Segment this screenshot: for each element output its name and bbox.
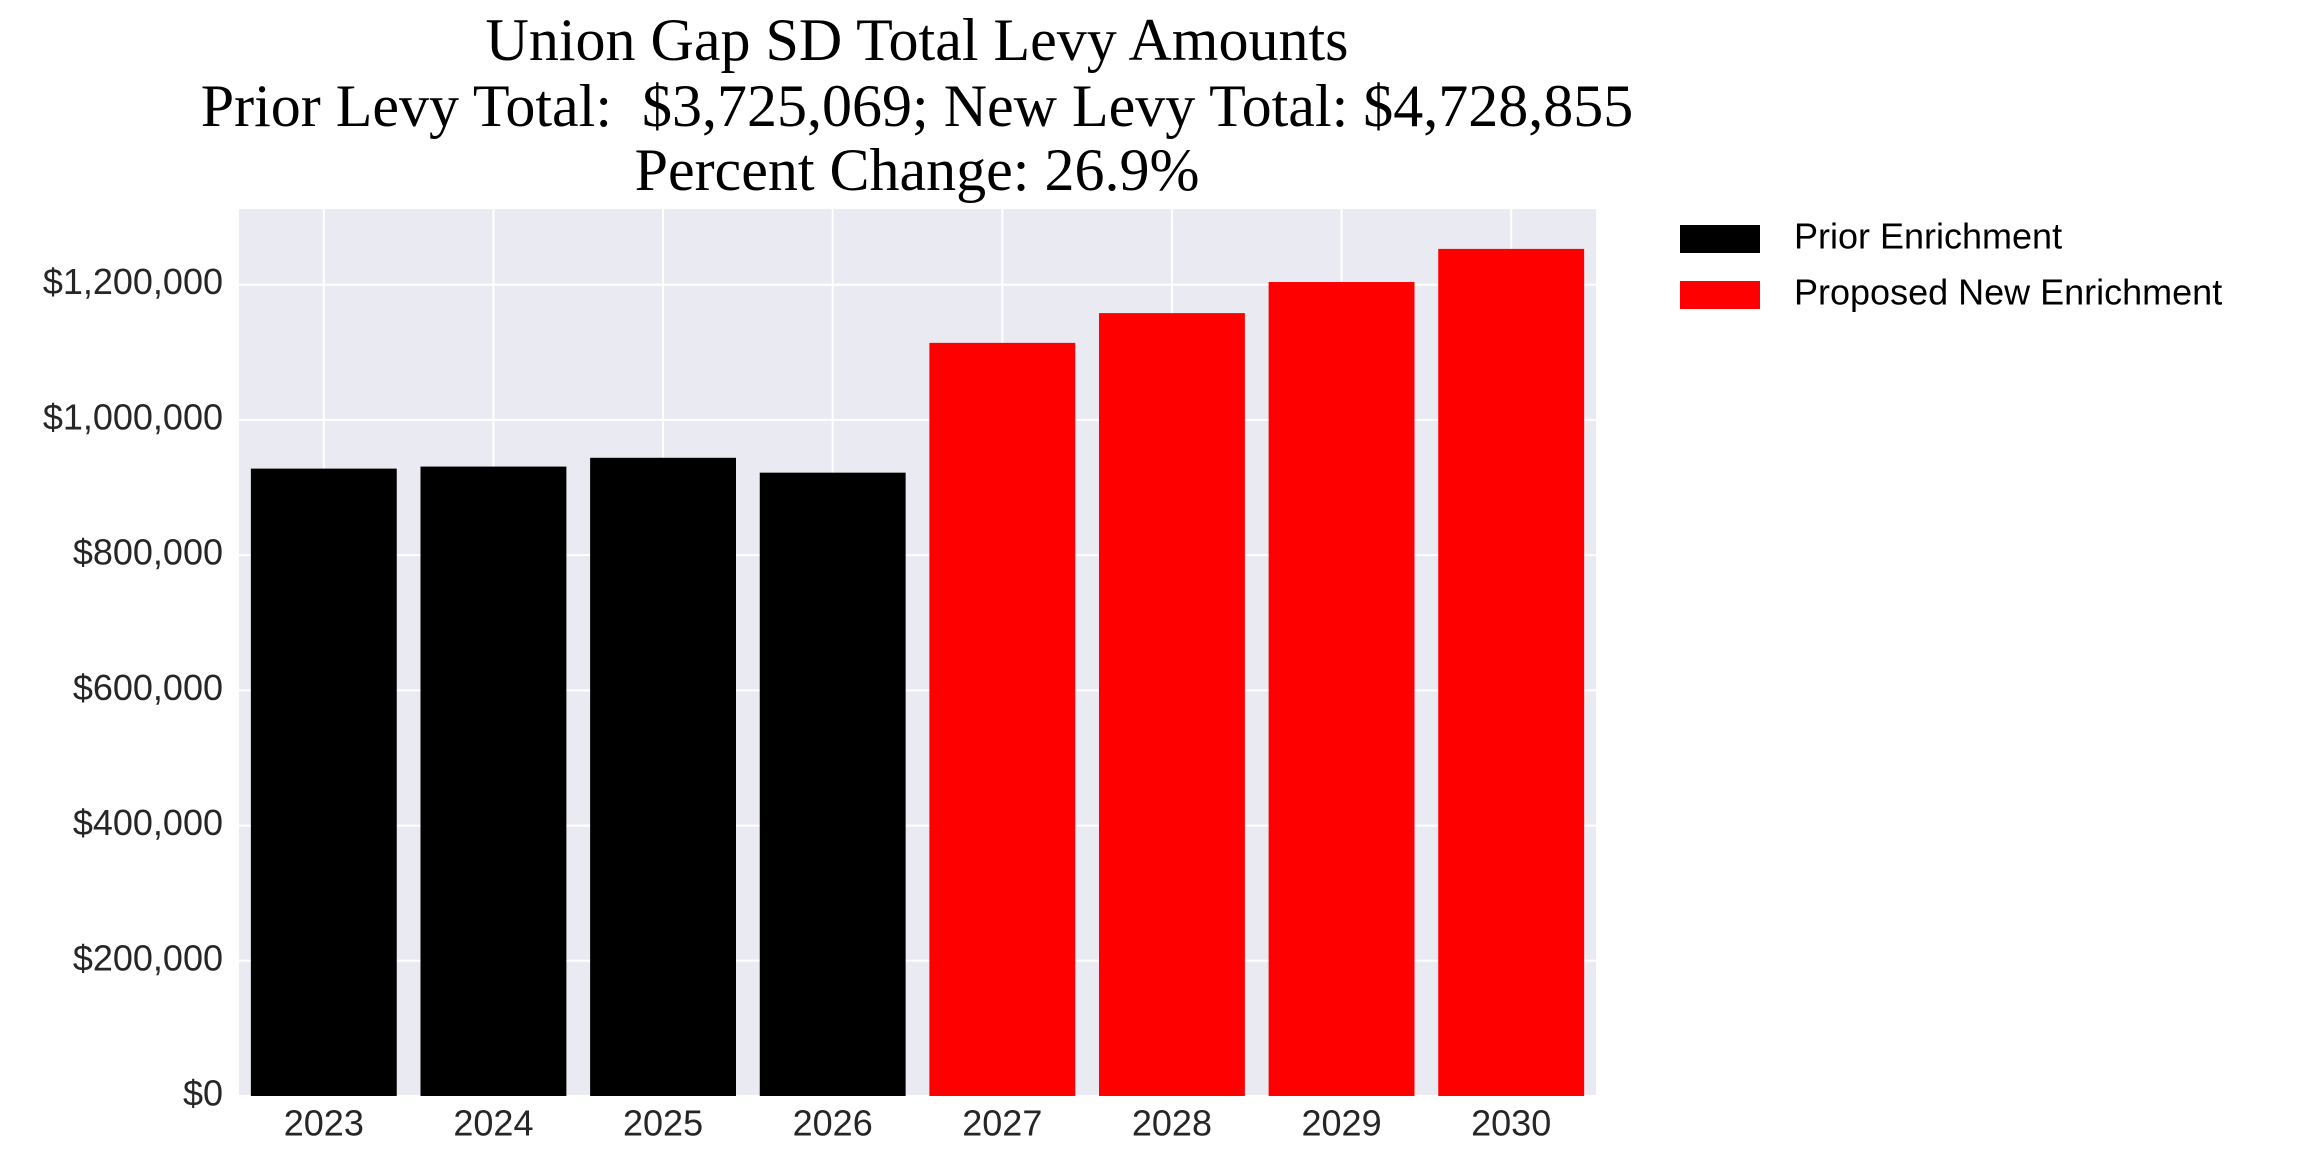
legend-label: Prior Enrichment [1794,216,2062,257]
bar [1268,282,1415,1096]
bar [1438,248,1585,1097]
chart-subtitle: Prior Levy Total: $3,725,069; New Levy T… [201,73,1634,139]
bar [590,457,737,1096]
bar [250,468,397,1096]
y-tick-label: $1,200,000 [43,261,223,302]
y-tick-label: $800,000 [73,532,223,573]
x-tick-label: 2030 [1471,1103,1551,1144]
bar [929,342,1076,1096]
x-tick-label: 2024 [453,1103,533,1144]
chart-title: Union Gap SD Total Levy Amounts [486,7,1349,73]
x-tick-label: 2028 [1132,1103,1212,1144]
bar [1098,313,1245,1096]
legend-swatch [1680,281,1760,309]
bar [420,466,567,1096]
bar [759,472,906,1097]
y-tick-label: $0 [183,1073,223,1114]
x-tick-label: 2025 [623,1103,703,1144]
y-tick-label: $1,000,000 [43,396,223,437]
x-tick-label: 2026 [793,1103,873,1144]
y-tick-label: $200,000 [73,937,223,978]
chart-subtitle: Percent Change: 26.9% [635,137,1200,203]
x-tick-label: 2029 [1302,1103,1382,1144]
x-tick-label: 2023 [284,1103,364,1144]
y-tick-label: $600,000 [73,667,223,708]
y-tick-label: $400,000 [73,802,223,843]
legend-label: Proposed New Enrichment [1794,272,2222,313]
legend-swatch [1680,225,1760,253]
x-tick-label: 2027 [962,1103,1042,1144]
